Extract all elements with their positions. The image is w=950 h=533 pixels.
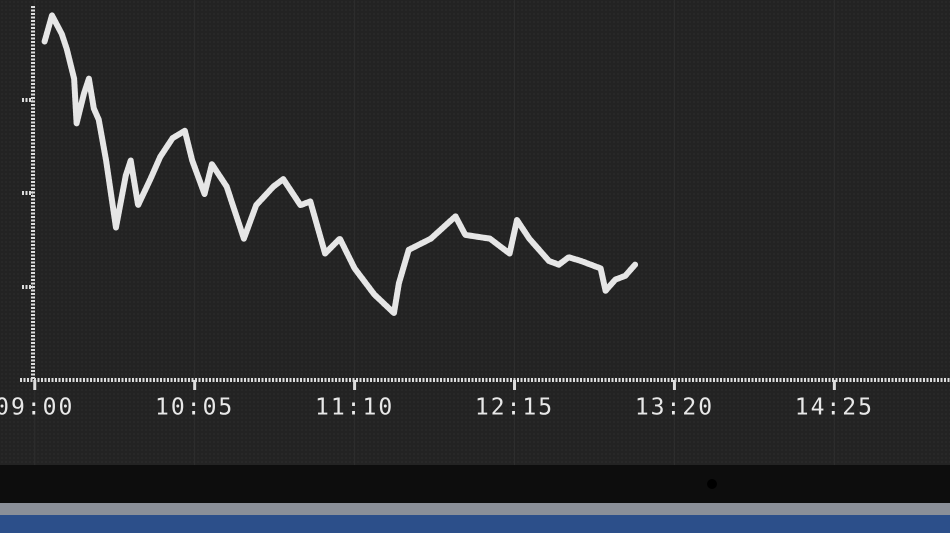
bezel [0, 465, 950, 503]
sensor [707, 479, 717, 489]
x-tick-label: 10:05 [155, 395, 234, 421]
x-tick-label: 14:25 [795, 395, 874, 421]
x-tick-label: 09:00 [0, 395, 74, 421]
desk-edge [0, 503, 950, 515]
display-panel [0, 0, 950, 465]
x-tick-label: 11:10 [315, 395, 394, 421]
x-tick-label: 13:20 [635, 395, 714, 421]
monitor-glow [0, 515, 950, 533]
plot: 09:00 10:05 11:10 12:15 13:20 14:25 [0, 12, 874, 421]
x-tick-label: 12:15 [475, 395, 554, 421]
price-line [41, 12, 639, 317]
